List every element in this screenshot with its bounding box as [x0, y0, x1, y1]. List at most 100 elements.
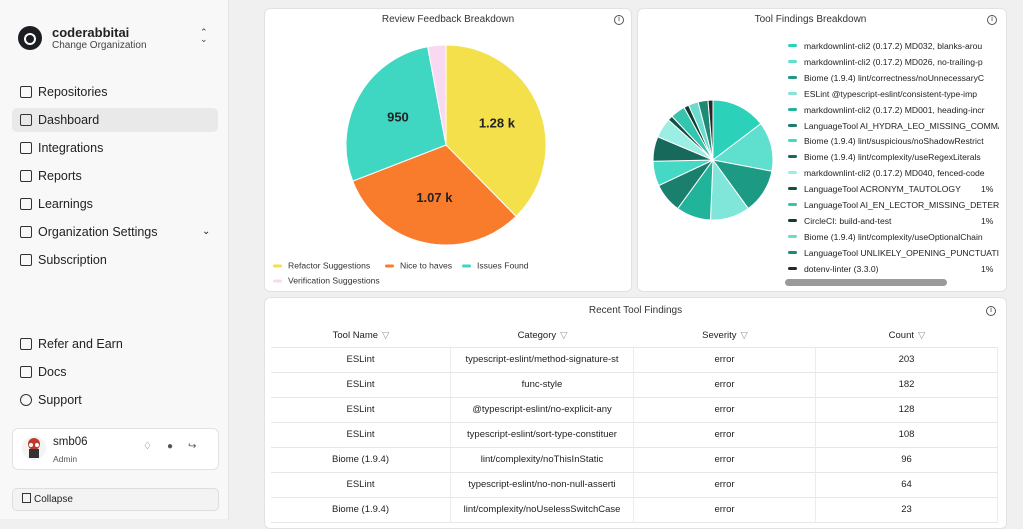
collapse-label[interactable]: Collapse [34, 494, 73, 505]
nav-item[interactable]: Dashboard [12, 108, 218, 132]
legend-swatch [788, 234, 797, 238]
user-actions[interactable]: ♢●↪ [143, 441, 212, 452]
user-card: smb06 Admin ♢●↪ [12, 428, 219, 470]
nav-label[interactable]: Subscription [38, 253, 107, 267]
table-cell: ESLint [271, 373, 451, 398]
legend-label: markdownlint-cli2 (0.17.2) MD032, blanks… [804, 41, 983, 51]
column-header[interactable]: Category ▽ [451, 325, 634, 348]
nav-icon [20, 142, 32, 154]
table-title: Recent Tool Findings [588, 305, 683, 316]
column-header[interactable]: Tool Name ▽ [271, 325, 451, 348]
legend-swatch [788, 266, 797, 270]
footer-label[interactable]: Refer and Earn [38, 337, 123, 351]
nav-item[interactable]: Organization Settings ⌄ [12, 220, 218, 244]
filter-icon[interactable]: ▽ [918, 330, 926, 341]
nav-item[interactable]: Subscription [12, 248, 218, 272]
nav-label[interactable]: Learnings [38, 197, 93, 211]
org-name[interactable]: coderabbitai [52, 25, 130, 40]
header-label[interactable]: Severity [702, 330, 737, 341]
filter-icon[interactable]: ▽ [382, 330, 390, 341]
header-label[interactable]: Tool Name [332, 330, 379, 341]
legend-swatch [788, 91, 797, 95]
avatar [22, 436, 46, 460]
legend-percent: 1% [979, 261, 994, 276]
table-cell: ESLint [271, 473, 451, 498]
table-card: Recent Tool Findings i Tool Name ▽ Categor… [264, 297, 1007, 529]
table-cell: 96 [816, 448, 998, 473]
table-cell: @typescript-eslint/no-explicit-any [451, 398, 634, 423]
tool-card: Tool Findings Breakdown i markdownlint-c… [637, 8, 1007, 292]
org-subtitle[interactable]: Change Organization [52, 40, 147, 51]
table-cell: 64 [816, 473, 998, 498]
table-cell: typescript-eslint/method-signature-st [451, 348, 634, 373]
nav-label[interactable]: Organization Settings [38, 225, 158, 239]
legend-swatch [788, 155, 797, 159]
collapse-button[interactable]: Collapse [12, 488, 219, 511]
table-cell: 108 [816, 423, 998, 448]
nav-icon [20, 170, 32, 182]
legend-label: Biome (1.9.4) lint/complexity/useOptiona… [804, 231, 983, 242]
table-cell: error [634, 373, 816, 398]
nav-item[interactable]: Repositories [12, 80, 218, 104]
user-name: smb06 [53, 436, 88, 448]
legend-label: LanguageTool UNLIKELY_OPENING_PUNCTUATIO [804, 247, 999, 258]
nav-icon [20, 254, 32, 266]
table-cell: Biome (1.9.4) [271, 498, 451, 523]
nav-item[interactable]: Integrations [12, 136, 218, 160]
nav-icon [20, 226, 32, 238]
info-icon[interactable]: i [614, 15, 624, 25]
table-cell: func-style [451, 373, 634, 398]
nav-item[interactable]: Learnings [12, 192, 218, 216]
org-switch-icon[interactable]: ⌃ ⌄ [200, 27, 208, 44]
table-cell: ESLint [271, 423, 451, 448]
legend-swatch [788, 59, 797, 63]
legend-swatch [788, 218, 797, 222]
legend-swatch [788, 187, 797, 191]
review-card: Review Feedback Breakdown i [264, 8, 632, 292]
nav-label[interactable]: Integrations [38, 141, 104, 155]
table-cell: error [634, 473, 816, 498]
legend-percent: 1% [979, 182, 994, 197]
footer-link[interactable]: Docs [12, 360, 218, 384]
table-cell: error [634, 348, 816, 373]
header-label[interactable]: Count [888, 330, 915, 341]
legend-label: markdownlint-cli2 (0.17.2) MD040, fenced… [804, 168, 985, 179]
table-cell: 23 [816, 498, 998, 523]
legend-label: Biome (1.9.4) lint/suspicious/noShadowRe… [804, 136, 984, 147]
chevron[interactable]: ⌄ [202, 226, 211, 237]
scrollbar[interactable] [785, 279, 947, 286]
table-cell: typescript-eslint/no-non-null-asserti [451, 473, 634, 498]
header-label[interactable]: Category [517, 330, 557, 341]
legend-swatch [788, 75, 797, 79]
legend-label: LanguageTool ACRONYM_TAUTOLOGY [804, 184, 961, 195]
legend-label: LanguageTool AI_HYDRA_LEO_MISSING_COMMA [804, 120, 999, 131]
column-header[interactable]: Count ▽ [816, 325, 998, 348]
info-icon[interactable]: i [986, 306, 996, 316]
column-header[interactable]: Severity ▽ [634, 325, 816, 348]
nav-label[interactable]: Dashboard [38, 113, 100, 127]
footer-label[interactable]: Support [38, 393, 82, 407]
footer-icon [20, 366, 32, 378]
filter-icon[interactable]: ▽ [560, 330, 568, 341]
nav-icon [20, 198, 32, 210]
table-cell: error [634, 448, 816, 473]
legend-swatch [788, 123, 797, 127]
table-cell: 203 [816, 348, 998, 373]
nav-label[interactable]: Repositories [38, 85, 108, 99]
info-icon[interactable]: i [987, 15, 997, 25]
table-cell: error [634, 398, 816, 423]
card-title: Tool Findings Breakdown [754, 14, 867, 25]
legend-swatch [788, 44, 797, 47]
legend-label: CircleCI: build-and-test [804, 215, 892, 226]
footer-link[interactable]: Refer and Earn [12, 332, 218, 356]
user-role: Admin [53, 454, 78, 464]
nav-icon [20, 86, 32, 98]
footer-label[interactable]: Docs [38, 365, 67, 379]
table-cell: typescript-eslint/sort-type-constituer [451, 423, 634, 448]
table-cell: ESLint [271, 348, 451, 373]
footer-link[interactable]: Support [12, 388, 218, 412]
nav-item[interactable]: Reports [12, 164, 218, 188]
nav-label[interactable]: Reports [38, 169, 82, 183]
filter-icon[interactable]: ▽ [740, 330, 748, 341]
